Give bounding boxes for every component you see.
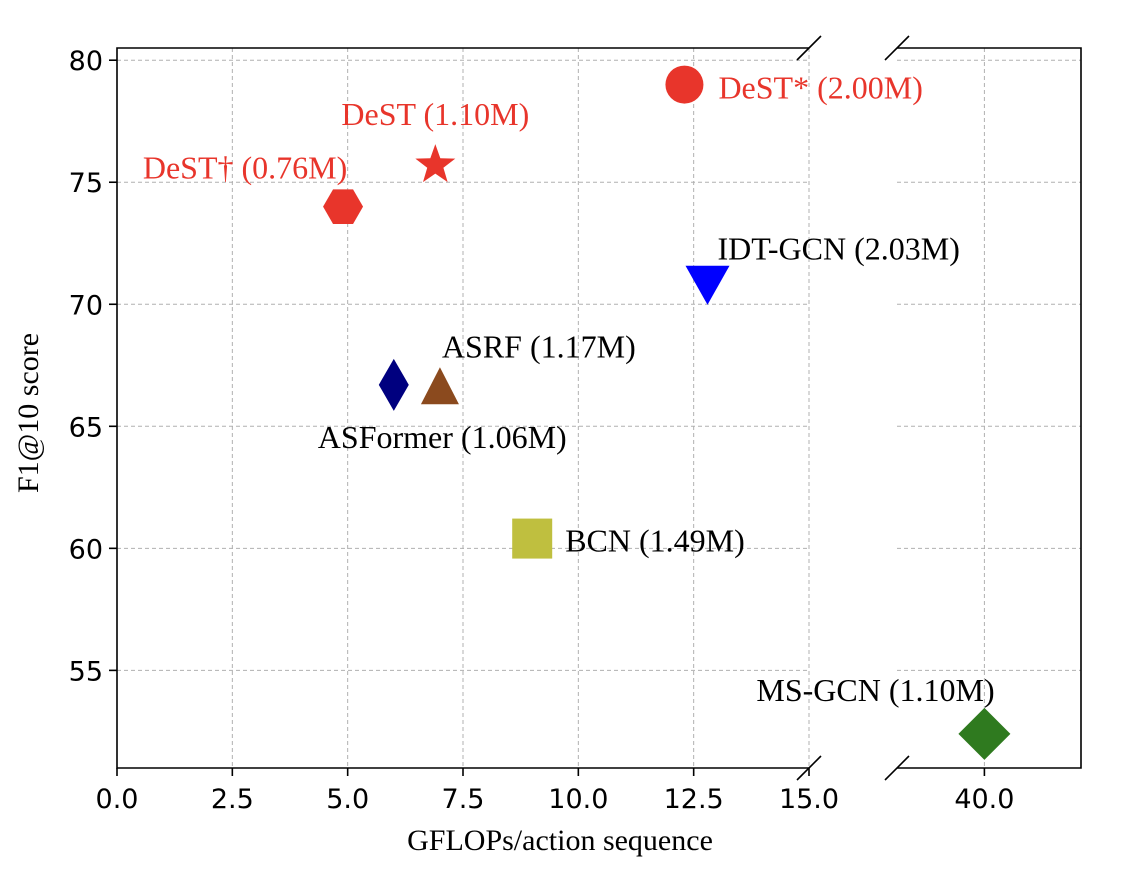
marker-circle <box>665 65 704 104</box>
marker-diamond <box>958 707 1011 760</box>
axis-break-mark <box>884 35 910 61</box>
x-tick-label: 5.0 <box>326 784 369 815</box>
x-tick-label: 2.5 <box>211 784 254 815</box>
data-label: DeST* (2.00M) <box>718 70 922 106</box>
data-label: BCN (1.49M) <box>565 523 745 559</box>
axis-ticks: 55 60 65 70 75 80 0.0 2.5 5.0 7.5 10.0 12.5 15.0 40.0 <box>69 46 1015 815</box>
marker-hexagon <box>323 189 364 224</box>
x-axis-title: GFLOPs/action sequence <box>407 824 713 857</box>
data-label: MS-GCN (1.10M) <box>756 672 994 708</box>
y-tick-label: 60 <box>69 534 103 565</box>
y-tick-label: 75 <box>69 168 103 199</box>
y-tick-label: 70 <box>69 290 103 321</box>
marker-triangle-up <box>420 367 459 405</box>
marker-thin-diamond <box>378 358 409 411</box>
x-tick-label: 40.0 <box>954 784 1014 815</box>
x-tick-label: 15.0 <box>779 784 839 815</box>
data-label: DeST† (0.76M) <box>143 150 347 186</box>
x-tick-label: 12.5 <box>664 784 724 815</box>
y-tick-label: 80 <box>69 46 103 77</box>
data-labels: DeST* (2.00M) DeST (1.10M) DeST† (0.76M) ID… <box>143 70 995 708</box>
axis-break-mark <box>884 755 910 781</box>
data-label: IDT-GCN (2.03M) <box>718 231 960 267</box>
marker-square <box>512 518 553 559</box>
right-axes-frame <box>897 47 1082 769</box>
x-tick-label: 7.5 <box>442 784 485 815</box>
marker-triangle-down <box>685 265 730 305</box>
y-tick-label: 55 <box>69 656 103 687</box>
data-label: ASRF (1.17M) <box>442 328 636 364</box>
x-tick-label: 0.0 <box>96 784 139 815</box>
axes-spines <box>116 35 1082 781</box>
data-label: ASFormer (1.06M) <box>318 419 567 455</box>
data-markers <box>323 65 1011 760</box>
x-tick-label: 10.0 <box>548 784 608 815</box>
axis-break-mark <box>796 35 822 61</box>
y-tick-label: 65 <box>69 412 103 443</box>
data-label: DeST (1.10M) <box>341 96 529 132</box>
marker-star <box>415 144 456 183</box>
y-axis-title: F1@10 score <box>12 333 45 493</box>
